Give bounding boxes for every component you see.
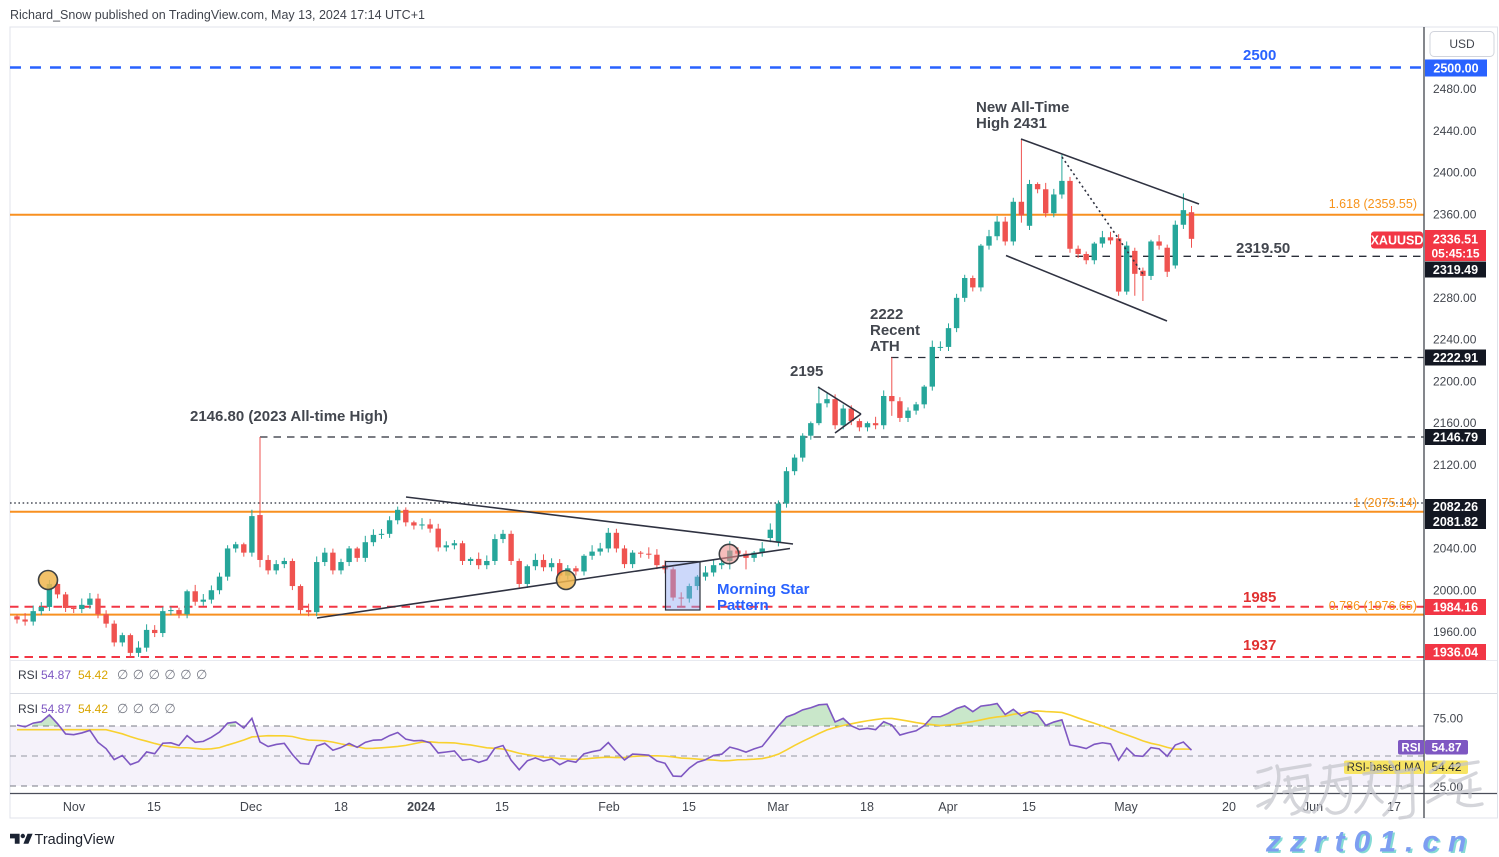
svg-text:2081.82: 2081.82 xyxy=(1433,515,1478,529)
svg-text:15: 15 xyxy=(147,800,161,814)
svg-text:54.42: 54.42 xyxy=(78,668,108,682)
svg-text:New All-Time: New All-Time xyxy=(976,99,1069,116)
svg-text:2120.00: 2120.00 xyxy=(1433,458,1477,472)
svg-text:∅: ∅ xyxy=(117,701,128,716)
svg-text:0.786 (1976.65): 0.786 (1976.65) xyxy=(1329,599,1417,613)
svg-text:54.42: 54.42 xyxy=(1431,760,1461,774)
svg-text:1985: 1985 xyxy=(1243,589,1276,606)
svg-text:Morning Star: Morning Star xyxy=(717,581,810,598)
svg-text:Mar: Mar xyxy=(767,800,789,814)
svg-text:zzrt01.cn: zzrt01.cn xyxy=(1265,826,1475,857)
svg-text:2000.00: 2000.00 xyxy=(1433,583,1477,597)
svg-text:1984.16: 1984.16 xyxy=(1433,601,1478,615)
svg-text:Pattern: Pattern xyxy=(717,597,769,614)
svg-text:2500: 2500 xyxy=(1243,47,1276,64)
svg-text:54.87: 54.87 xyxy=(41,702,71,716)
svg-text:May: May xyxy=(1114,800,1138,814)
svg-text:75.00: 75.00 xyxy=(1433,712,1463,726)
svg-text:2440.00: 2440.00 xyxy=(1433,124,1477,138)
svg-text:High 2431: High 2431 xyxy=(976,115,1047,132)
svg-text:∅: ∅ xyxy=(180,667,191,682)
svg-text:1 (2075.14): 1 (2075.14) xyxy=(1353,496,1417,510)
svg-text:20: 20 xyxy=(1222,800,1236,814)
svg-text:Feb: Feb xyxy=(598,800,620,814)
svg-text:2200.00: 2200.00 xyxy=(1433,374,1477,388)
svg-text:∅: ∅ xyxy=(133,701,144,716)
svg-text:2280.00: 2280.00 xyxy=(1433,291,1477,305)
svg-text:2146.80 (2023 All-time High): 2146.80 (2023 All-time High) xyxy=(190,408,388,425)
svg-text:2400.00: 2400.00 xyxy=(1433,166,1477,180)
svg-text:25.00: 25.00 xyxy=(1433,780,1463,794)
svg-text:∅: ∅ xyxy=(117,667,128,682)
svg-text:18: 18 xyxy=(334,800,348,814)
svg-text:Nov: Nov xyxy=(63,800,86,814)
svg-text:2319.49: 2319.49 xyxy=(1433,263,1478,277)
svg-text:RSI: RSI xyxy=(1401,743,1420,755)
svg-text:Apr: Apr xyxy=(938,800,957,814)
svg-text:USD: USD xyxy=(1449,37,1475,51)
svg-text:ATH: ATH xyxy=(870,338,900,355)
svg-text:zzrt01.cn: zzrt01.cn xyxy=(1267,827,1477,857)
svg-text:2160.00: 2160.00 xyxy=(1433,416,1477,430)
svg-text:2082.26: 2082.26 xyxy=(1433,500,1478,514)
svg-text:XAUUSD: XAUUSD xyxy=(1371,234,1424,248)
svg-text:1960.00: 1960.00 xyxy=(1433,625,1477,639)
svg-text:Dec: Dec xyxy=(240,800,262,814)
svg-text:54.42: 54.42 xyxy=(78,702,108,716)
svg-text:05:45:15: 05:45:15 xyxy=(1431,247,1479,261)
svg-text:1937: 1937 xyxy=(1243,637,1276,654)
svg-text:2222: 2222 xyxy=(870,306,903,323)
svg-text:17: 17 xyxy=(1387,800,1401,814)
svg-text:2336.51: 2336.51 xyxy=(1433,233,1478,247)
svg-text:∅: ∅ xyxy=(196,667,207,682)
svg-text:15: 15 xyxy=(682,800,696,814)
svg-text:15: 15 xyxy=(1022,800,1036,814)
svg-text:∅: ∅ xyxy=(164,701,175,716)
svg-text:1.618 (2359.55): 1.618 (2359.55) xyxy=(1329,197,1417,211)
svg-text:∅: ∅ xyxy=(149,701,160,716)
svg-text:2195: 2195 xyxy=(790,363,823,380)
svg-text:∅: ∅ xyxy=(164,667,175,682)
svg-text:2319.50: 2319.50 xyxy=(1236,240,1290,257)
svg-text:2240.00: 2240.00 xyxy=(1433,333,1477,347)
svg-text:18: 18 xyxy=(860,800,874,814)
svg-text:15: 15 xyxy=(495,800,509,814)
svg-text:2500.00: 2500.00 xyxy=(1433,62,1478,76)
svg-text:TradingView: TradingView xyxy=(35,832,115,848)
svg-text:Recent: Recent xyxy=(870,322,920,339)
svg-text:2480.00: 2480.00 xyxy=(1433,82,1477,96)
svg-text:2146.79: 2146.79 xyxy=(1433,431,1478,445)
svg-text:RSI: RSI xyxy=(18,668,38,682)
svg-text:∅: ∅ xyxy=(149,667,160,682)
svg-text:Richard_Snow published on Trad: Richard_Snow published on TradingView.co… xyxy=(10,8,425,22)
svg-text:2024: 2024 xyxy=(407,800,435,814)
svg-text:∅: ∅ xyxy=(133,667,144,682)
svg-text:RSI: RSI xyxy=(18,702,38,716)
svg-text:54.87: 54.87 xyxy=(1431,741,1461,755)
svg-text:2222.91: 2222.91 xyxy=(1433,351,1478,365)
svg-text:54.87: 54.87 xyxy=(41,668,71,682)
svg-text:2040.00: 2040.00 xyxy=(1433,542,1477,556)
svg-text:1936.04: 1936.04 xyxy=(1433,646,1478,660)
svg-text:2360.00: 2360.00 xyxy=(1433,207,1477,221)
